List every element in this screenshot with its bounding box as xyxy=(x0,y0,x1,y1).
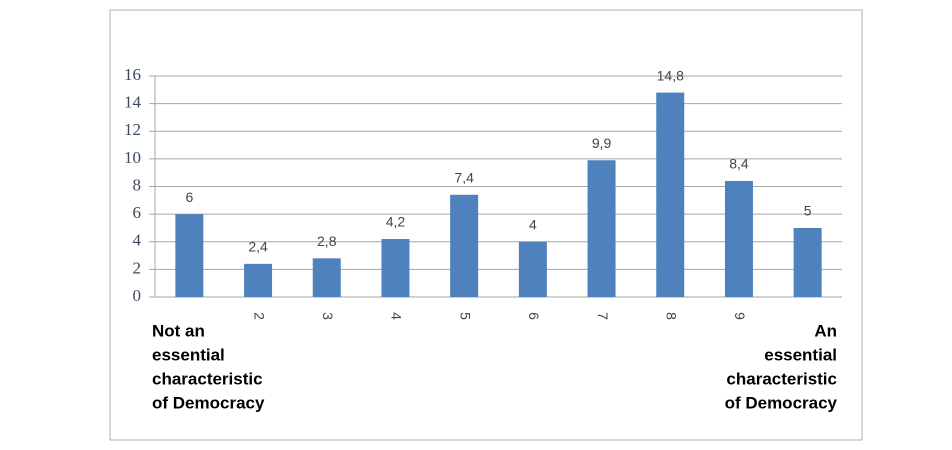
bar xyxy=(587,160,616,297)
bar xyxy=(724,180,753,297)
bar xyxy=(793,227,822,297)
y-tick-label: 14 xyxy=(124,93,142,112)
value-label: 2,8 xyxy=(317,233,337,249)
bar xyxy=(175,214,204,297)
y-tick-label: 8 xyxy=(133,175,142,194)
annotation: Not an xyxy=(152,321,205,340)
y-tick-label: 10 xyxy=(124,148,141,167)
annotation: of Democracy xyxy=(725,393,838,412)
value-label: 4,2 xyxy=(386,214,406,230)
annotation: characteristic xyxy=(726,369,837,388)
x-tick-label: 2 xyxy=(251,312,267,320)
value-label: 9,9 xyxy=(592,135,612,151)
x-tick-label: 8 xyxy=(664,312,680,320)
value-label: 6 xyxy=(185,189,193,205)
y-tick-label: 2 xyxy=(133,258,142,277)
y-tick-label: 0 xyxy=(133,286,142,305)
bar xyxy=(381,238,410,297)
x-tick-label: 3 xyxy=(320,312,336,320)
y-tick-label: 16 xyxy=(124,65,141,84)
value-label: 5 xyxy=(804,203,812,219)
annotation: essential xyxy=(152,345,225,364)
y-tick-label: 12 xyxy=(124,120,141,139)
bar xyxy=(450,194,479,297)
y-tick-label: 4 xyxy=(133,231,142,250)
x-tick-label: 4 xyxy=(389,312,405,320)
annotation: of Democracy xyxy=(152,393,265,412)
x-tick-label: 6 xyxy=(526,312,542,320)
x-tick-label: 5 xyxy=(457,312,473,320)
annotation: characteristic xyxy=(152,369,263,388)
bar xyxy=(656,92,685,297)
value-label: 8,4 xyxy=(729,156,749,172)
value-label: 14,8 xyxy=(657,67,684,83)
y-tick-label: 6 xyxy=(133,203,142,222)
value-label: 7,4 xyxy=(454,169,474,185)
x-tick-label: 7 xyxy=(595,312,611,320)
value-label: 4 xyxy=(529,216,537,232)
annotation: An xyxy=(814,321,837,340)
annotation: essential xyxy=(764,345,837,364)
value-label: 2,4 xyxy=(248,239,268,255)
bar xyxy=(312,258,341,297)
x-tick-label: 9 xyxy=(732,312,748,320)
bar xyxy=(518,241,547,297)
bar xyxy=(244,263,273,297)
